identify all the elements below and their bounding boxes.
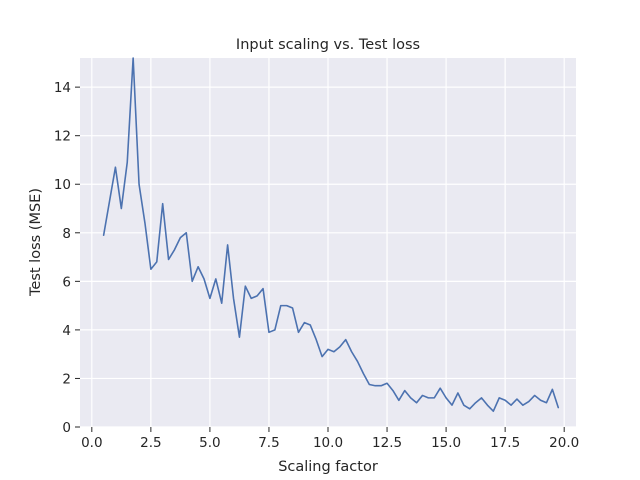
x-tick-label: 0.0: [81, 435, 102, 451]
y-axis-label: Test loss (MSE): [28, 188, 44, 297]
x-tick-label: 7.5: [258, 435, 279, 451]
x-tick-label: 10.0: [313, 435, 343, 451]
tick-marks: [75, 86, 565, 432]
y-tick-label: 8: [62, 226, 71, 242]
chart-title: Input scaling vs. Test loss: [236, 37, 420, 53]
y-tick-label: 2: [62, 371, 71, 387]
series-layer: [102, 57, 560, 413]
y-tick-label: 14: [54, 80, 71, 96]
x-tick-label: 5.0: [199, 435, 220, 451]
y-tick-label: 10: [54, 177, 71, 193]
x-tick-label: 20.0: [549, 435, 579, 451]
x-tick-label: 2.5: [140, 435, 161, 451]
x-tick-label: 15.0: [431, 435, 461, 451]
series-line: [102, 57, 560, 413]
x-tick-label: 17.5: [490, 435, 520, 451]
tick-labels: 0.0 2.5 5.0 7.5 10.0 12.5 15.0 17.5 20.0 0 2 4 6 8 10 1…: [54, 80, 579, 451]
x-tick-label: 12.5: [372, 435, 402, 451]
y-tick-label: 12: [54, 129, 71, 145]
y-tick-label: 0: [62, 420, 71, 436]
y-tick-label: 6: [62, 274, 71, 290]
x-axis-label: Scaling factor: [278, 459, 378, 475]
y-tick-label: 4: [62, 323, 71, 339]
